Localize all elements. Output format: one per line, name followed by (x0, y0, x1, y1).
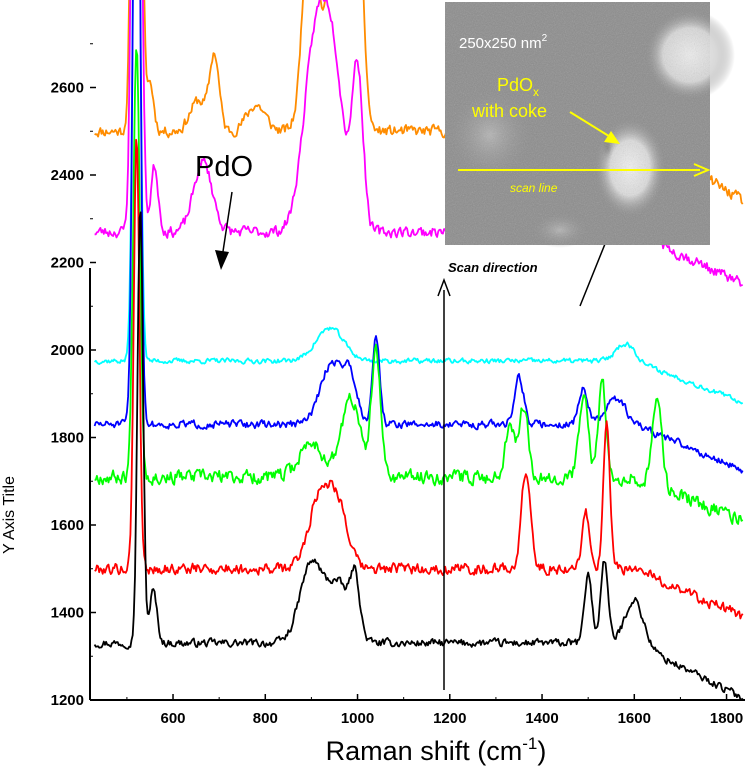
x-axis-title: Raman shift (cm-1) (326, 734, 547, 766)
y-tick-label: 2600 (51, 80, 84, 97)
inset-pdox-label: PdOx (497, 75, 539, 99)
y-tick-label: 1400 (51, 605, 84, 622)
inset-with-coke-label: with coke (471, 101, 547, 121)
spectrum-series-3 (93, 0, 744, 405)
spectrum-series-5 (94, 49, 744, 525)
spectrum-series-6 (94, 138, 744, 620)
x-tick-label: 600 (161, 710, 186, 727)
inset-size-label: 250x250 nm2 (459, 33, 548, 52)
axis-ticks (90, 43, 728, 701)
y-tick-label: 1600 (51, 517, 84, 534)
pdo-arrow-head (215, 250, 229, 270)
inset-yellow-arrow-shaft (569, 111, 613, 139)
pdo-arrow-shaft (221, 191, 233, 259)
inset-pdox-subscript: x (533, 85, 539, 99)
y-tick-label: 2400 (51, 167, 84, 184)
spectrum-series-7 (93, 211, 744, 701)
axis-tick-labels: 1200 1400 1600 1800 2000 2200 2400 2600 600 800 10… (51, 80, 744, 728)
x-axis-title-superscript: -1 (522, 734, 537, 753)
axes (89, 268, 745, 701)
scan-direction-label: Scan direction (448, 260, 538, 275)
stm-image-grain (445, 2, 710, 245)
x-tick-label: 1200 (433, 710, 466, 727)
inset-size-superscript: 2 (542, 33, 548, 44)
y-axis-title: Y Axis Title (1, 476, 18, 554)
y-tick-label: 2000 (51, 342, 84, 359)
y-tick-label: 2200 (51, 255, 84, 272)
y-tick-label: 1800 (51, 430, 84, 447)
inset-scan-line-label: scan line (510, 181, 558, 195)
y-tick-label: 1200 (51, 692, 84, 709)
inset-yellow-arrow-head (604, 131, 620, 144)
x-tick-label: 1400 (525, 710, 558, 727)
spectrum-series-4 (93, 0, 744, 474)
spectra-series (93, 0, 744, 701)
x-tick-label: 1800 (710, 710, 743, 727)
pdo-label: PdO (195, 151, 253, 183)
stm-inset: 250x250 nm2 PdOx with coke scan line (445, 2, 735, 248)
scan-direction-arrow-head (437, 277, 451, 297)
x-tick-label: 1600 (618, 710, 651, 727)
x-tick-label: 1000 (341, 710, 374, 727)
inset-scan-line-arrowhead (693, 163, 711, 177)
x-tick-label: 800 (253, 710, 278, 727)
